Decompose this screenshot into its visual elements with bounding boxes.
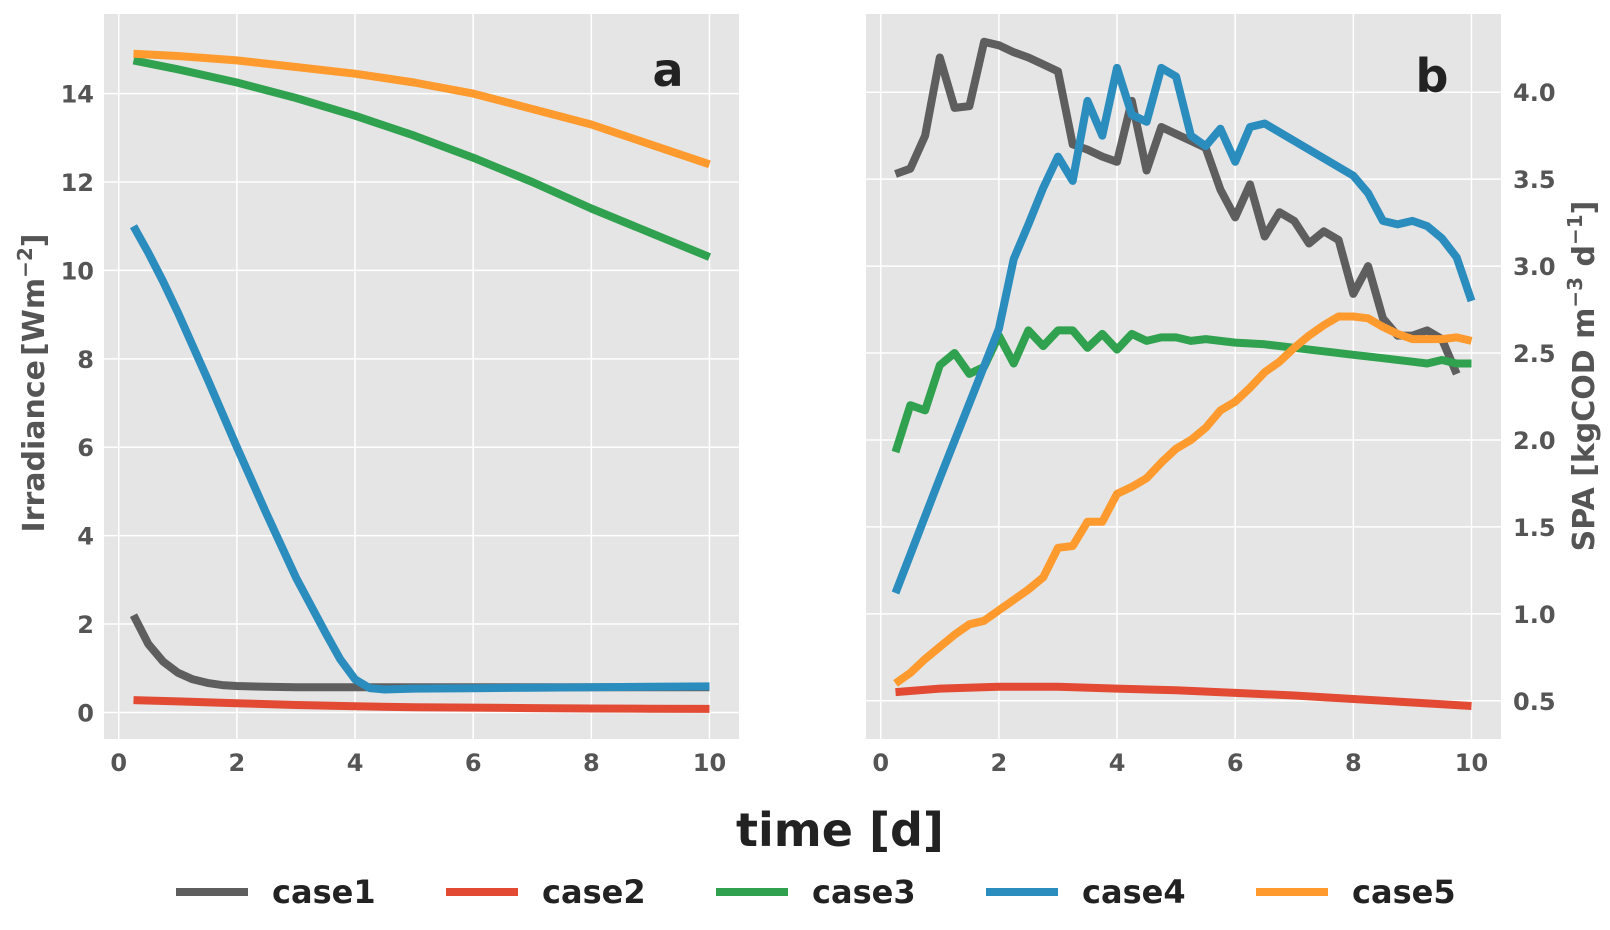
x-axis-label: time [d] bbox=[736, 803, 944, 857]
panel-b-x-tick-labels: 0 2 4 6 8 10 bbox=[872, 749, 1488, 777]
panel-a-chart: 0 2 4 6 8 10 0 2 4 6 8 10 12 14 a Irradiance[Wm−2] bbox=[13, 14, 739, 777]
series-line-case4 bbox=[130, 224, 710, 694]
series-line-case5 bbox=[133, 49, 711, 169]
y-tick-label: 1.0 bbox=[1513, 601, 1556, 629]
panel-b-series-lines bbox=[891, 37, 1476, 710]
legend-label-case4: case4 bbox=[1082, 873, 1186, 911]
panel-b-y-axis-label: SPA [kgCOD m−3 d−1] bbox=[1563, 201, 1602, 552]
panel-a-series-lines bbox=[129, 49, 712, 713]
y-tick-label: 10 bbox=[61, 257, 94, 285]
panel-a-y-axis-label: Irradiance[Wm−2] bbox=[13, 234, 52, 533]
y-tick-label: 3.0 bbox=[1513, 253, 1556, 281]
x-tick-label: 8 bbox=[1345, 749, 1362, 777]
legend-label-case3: case3 bbox=[812, 873, 916, 911]
panel-a-y-tick-labels: 0 2 4 6 8 10 12 14 bbox=[61, 81, 94, 728]
y-tick-label: 2.0 bbox=[1513, 427, 1556, 455]
legend-label-case5: case5 bbox=[1352, 873, 1456, 911]
y-tick-label: 2 bbox=[77, 611, 94, 639]
x-tick-label: 6 bbox=[465, 749, 482, 777]
legend: case1 case2 case3 case4 case5 bbox=[176, 873, 1456, 911]
y-tick-label: 8 bbox=[77, 346, 94, 374]
y-tick-label: 0 bbox=[77, 699, 94, 727]
x-tick-label: 0 bbox=[872, 749, 889, 777]
x-tick-label: 4 bbox=[1109, 749, 1126, 777]
y-tick-label: 3.5 bbox=[1513, 166, 1556, 194]
y-tick-label: 14 bbox=[61, 81, 94, 109]
y-tick-label: 1.5 bbox=[1513, 514, 1556, 542]
series-line-case4 bbox=[891, 63, 1476, 595]
panel-a-x-tick-labels: 0 2 4 6 8 10 bbox=[110, 749, 726, 777]
legend-label-case1: case1 bbox=[272, 873, 376, 911]
x-tick-label: 8 bbox=[583, 749, 600, 777]
series-line-case5 bbox=[893, 312, 1473, 687]
series-line-case3 bbox=[132, 56, 712, 261]
panel-b-chart: 0 2 4 6 8 10 0.5 1.0 1.5 2.0 2.5 3.0 3.5 4.0 b SPA [… bbox=[866, 14, 1602, 777]
x-tick-label: 10 bbox=[1455, 749, 1488, 777]
y-tick-label: 0.5 bbox=[1513, 688, 1556, 716]
series-line-case2 bbox=[133, 696, 710, 713]
y-tick-label: 4 bbox=[77, 523, 94, 551]
series-line-case1 bbox=[894, 37, 1461, 376]
y-tick-label: 2.5 bbox=[1513, 340, 1556, 368]
panel-b-label: b bbox=[1416, 49, 1449, 103]
x-tick-label: 4 bbox=[347, 749, 364, 777]
x-tick-label: 2 bbox=[229, 749, 246, 777]
y-tick-label: 4.0 bbox=[1513, 79, 1556, 107]
x-tick-label: 10 bbox=[693, 749, 726, 777]
panel-a-gridlines bbox=[104, 14, 739, 739]
panel-a-plot-area bbox=[104, 14, 739, 739]
x-tick-label: 6 bbox=[1227, 749, 1244, 777]
series-line-case2 bbox=[895, 682, 1472, 710]
x-tick-label: 0 bbox=[110, 749, 127, 777]
series-line-case3 bbox=[891, 326, 1472, 454]
x-tick-label: 2 bbox=[991, 749, 1008, 777]
legend-label-case2: case2 bbox=[542, 873, 646, 911]
y-tick-label: 6 bbox=[77, 434, 94, 462]
panel-a-label: a bbox=[652, 43, 683, 97]
panel-b-y-tick-labels: 0.5 1.0 1.5 2.0 2.5 3.0 3.5 4.0 bbox=[1513, 79, 1556, 716]
y-tick-label: 12 bbox=[61, 169, 94, 197]
